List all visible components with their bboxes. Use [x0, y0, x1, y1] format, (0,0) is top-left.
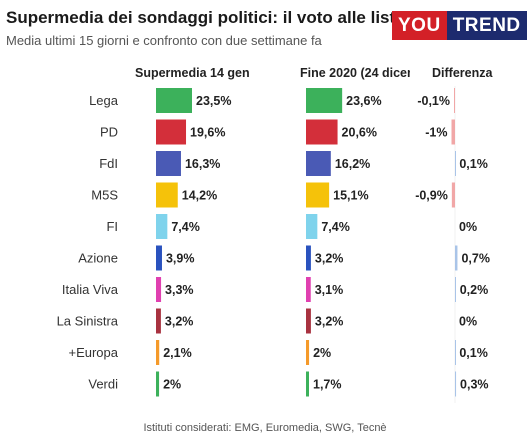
value-label-difference: 0,2%	[460, 283, 489, 297]
party-label: Lega	[89, 93, 119, 108]
party-label: Verdi	[88, 377, 118, 392]
value-label-supermedia: 7,4%	[171, 220, 200, 234]
logo-text-left: YOU	[392, 11, 447, 40]
party-label: +Europa	[68, 345, 118, 360]
value-label-fine2020: 3,1%	[315, 283, 344, 297]
value-label-difference: 0%	[459, 315, 477, 329]
logo-text-right: TREND	[446, 11, 527, 40]
chart-table: Lega 23,5% 23,6% -0,1% PD 19,6% 20,6% -1% FdI 16,…	[57, 86, 490, 403]
value-label-fine2020: 23,6%	[346, 94, 381, 108]
value-label-supermedia: 2,1%	[163, 346, 192, 360]
bar-supermedia	[156, 88, 192, 113]
bar-supermedia	[156, 340, 160, 365]
value-label-supermedia: 3,9%	[166, 252, 195, 266]
bar-fine2020	[306, 340, 310, 365]
party-label: Azione	[78, 251, 118, 266]
column-header-supermedia: Supermedia 14 gen	[135, 66, 250, 80]
party-label: FdI	[99, 156, 118, 171]
value-label-fine2020: 15,1%	[333, 189, 368, 203]
bar-supermedia	[156, 151, 181, 176]
value-label-fine2020: 1,7%	[313, 378, 342, 392]
value-label-supermedia: 14,2%	[182, 189, 217, 203]
bar-difference	[455, 371, 457, 397]
party-label: Italia Viva	[62, 282, 119, 297]
party-label: La Sinistra	[57, 314, 119, 329]
value-label-supermedia: 3,2%	[165, 315, 194, 329]
bar-fine2020	[306, 214, 318, 239]
bar-supermedia	[156, 182, 178, 208]
bar-fine2020	[306, 308, 311, 334]
party-label: M5S	[91, 188, 118, 203]
bar-supermedia	[156, 245, 162, 271]
bar-fine2020	[306, 151, 331, 176]
bar-supermedia	[156, 277, 162, 302]
bar-supermedia	[156, 119, 187, 145]
bar-difference	[455, 245, 458, 271]
value-label-supermedia: 23,5%	[196, 94, 231, 108]
party-label: FI	[106, 219, 118, 234]
value-label-fine2020: 2%	[313, 346, 331, 360]
value-label-difference: 0,7%	[461, 252, 490, 266]
bar-difference	[451, 119, 455, 145]
value-label-fine2020: 7,4%	[321, 220, 350, 234]
bar-supermedia	[156, 371, 160, 397]
value-label-difference: -0,9%	[415, 189, 448, 203]
bar-fine2020	[306, 182, 330, 208]
value-label-difference: 0,3%	[460, 378, 489, 392]
value-label-difference: -0,1%	[417, 94, 450, 108]
column-header-fine2020: Fine 2020 (24 dicembre)	[300, 66, 410, 80]
footnote: Istituti considerati: EMG, Euromedia, SW…	[143, 422, 387, 434]
value-label-difference: -1%	[425, 126, 447, 140]
bar-difference	[455, 277, 456, 302]
bar-supermedia	[156, 214, 168, 239]
value-label-supermedia: 2%	[163, 378, 181, 392]
value-label-difference: 0,1%	[459, 157, 488, 171]
value-label-fine2020: 3,2%	[315, 315, 344, 329]
bar-difference	[451, 182, 455, 208]
value-label-supermedia: 16,3%	[185, 157, 220, 171]
bar-supermedia	[156, 308, 161, 334]
value-label-difference: 0%	[459, 220, 477, 234]
value-label-fine2020: 16,2%	[335, 157, 370, 171]
bar-fine2020	[306, 88, 343, 113]
value-label-difference: 0,1%	[459, 346, 488, 360]
value-label-fine2020: 20,6%	[342, 126, 377, 140]
page-title: Supermedia dei sondaggi politici: il vot…	[6, 8, 392, 27]
value-label-supermedia: 19,6%	[190, 126, 225, 140]
bar-fine2020	[306, 371, 309, 397]
bar-fine2020	[306, 119, 338, 145]
bar-difference	[455, 151, 456, 176]
bar-fine2020	[306, 245, 311, 271]
bar-fine2020	[306, 277, 311, 302]
value-label-supermedia: 3,3%	[165, 283, 194, 297]
bar-difference	[455, 340, 456, 365]
column-header-differenza: Differenza	[432, 66, 493, 80]
page-subtitle: Media ultimi 15 giorni e confronto con d…	[6, 33, 322, 48]
bar-difference	[454, 88, 455, 113]
value-label-fine2020: 3,2%	[315, 252, 344, 266]
party-label: PD	[100, 125, 118, 140]
youtrend-logo: YOU TREND	[392, 11, 527, 40]
